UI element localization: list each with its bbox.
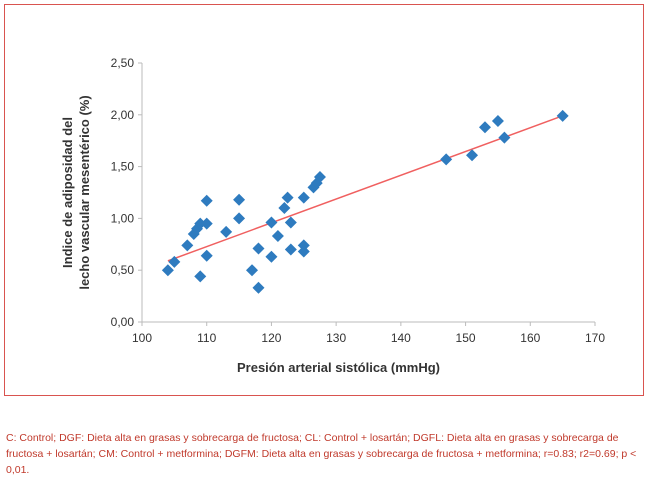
data-point <box>297 245 310 258</box>
data-point <box>297 191 310 204</box>
y-tick-label: 0,50 <box>111 263 135 277</box>
data-point <box>278 202 291 215</box>
data-point <box>313 170 326 183</box>
x-tick-label: 160 <box>520 331 540 345</box>
data-point <box>284 216 297 229</box>
y-tick-label: 1,50 <box>111 160 135 174</box>
data-point <box>233 212 246 225</box>
x-axis-label: Presión arterial sistólica (mmHg) <box>237 360 440 375</box>
data-point <box>200 217 213 230</box>
y-tick-label: 0,00 <box>111 315 135 329</box>
x-tick-label: 170 <box>585 331 605 345</box>
data-point <box>194 270 207 283</box>
data-point <box>252 242 265 255</box>
data-point <box>478 121 491 134</box>
data-point <box>281 191 294 204</box>
y-tick-label: 1,00 <box>111 211 135 225</box>
x-tick-label: 100 <box>132 331 152 345</box>
figure-caption: C: Control; DGF: Dieta alta en grasas y … <box>6 432 637 476</box>
data-point <box>271 230 284 243</box>
data-point <box>194 217 207 230</box>
data-point <box>498 131 511 144</box>
data-point <box>246 264 259 277</box>
y-axis-label: lecho vascular mesentérico (%) <box>77 95 92 289</box>
data-point <box>556 109 569 122</box>
data-point <box>161 264 174 277</box>
data-point <box>297 239 310 252</box>
x-tick-label: 120 <box>261 331 281 345</box>
y-axis-label: Indice de adiposidad del <box>60 117 75 268</box>
x-tick-label: 150 <box>456 331 476 345</box>
data-point <box>200 194 213 207</box>
x-tick-label: 140 <box>391 331 411 345</box>
trend-line <box>167 115 563 262</box>
y-tick-label: 2,50 <box>111 56 135 70</box>
x-tick-label: 110 <box>197 331 216 345</box>
scatter-chart: 0,00 0,50 1,00 1,50 2,00 2,50 100 110 120 130 140 1… <box>60 56 605 375</box>
data-point <box>265 216 278 229</box>
data-point <box>466 149 479 162</box>
data-point <box>440 153 453 166</box>
data-point <box>284 243 297 256</box>
data-point <box>252 281 265 294</box>
data-point <box>181 239 194 252</box>
figure-frame <box>4 4 644 396</box>
data-point <box>168 255 181 268</box>
data-point <box>265 250 278 263</box>
data-point <box>233 193 246 206</box>
data-point <box>200 249 213 262</box>
x-tick-label: 130 <box>326 331 346 345</box>
data-point <box>220 225 233 238</box>
y-tick-label: 2,00 <box>111 108 135 122</box>
data-point <box>491 115 504 128</box>
